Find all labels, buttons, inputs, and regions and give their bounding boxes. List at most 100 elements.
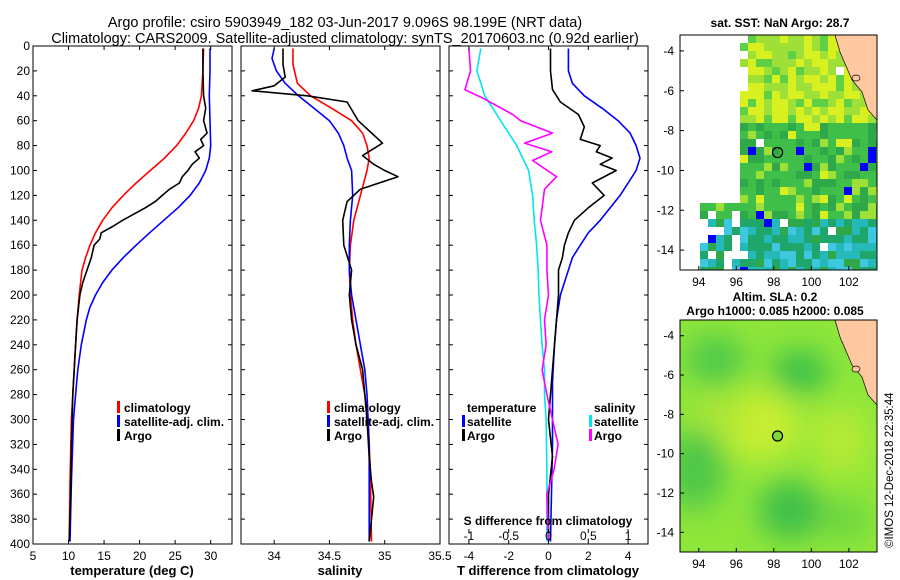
sst-cell xyxy=(780,227,788,235)
sst-cell xyxy=(748,147,756,155)
sst-cell xyxy=(804,67,812,75)
sst-cell xyxy=(852,131,860,139)
sst-cell xyxy=(788,163,796,171)
map-y-label: -6 xyxy=(663,368,674,382)
sst-cell xyxy=(780,59,788,67)
sst-cell xyxy=(740,211,748,219)
sst-cell xyxy=(868,267,876,270)
sst-cell xyxy=(812,59,820,67)
sst-cell xyxy=(756,83,764,91)
sst-cell xyxy=(868,259,876,267)
sst-cell xyxy=(836,139,844,147)
sst-cell xyxy=(844,83,852,91)
temperature-legend: climatology satellite-adj. clim. Argo xyxy=(117,401,224,443)
sst-cell xyxy=(804,83,812,91)
sst-cell xyxy=(756,259,764,267)
legend-satellite: satellite xyxy=(467,415,512,429)
sst-cell xyxy=(844,187,852,195)
sst-cell xyxy=(828,51,836,59)
map-y-label: -12 xyxy=(657,486,675,500)
legend-swatch-argo xyxy=(462,429,465,441)
depth-tick-label: 240 xyxy=(10,338,30,352)
sst-cell xyxy=(804,123,812,131)
sla-map-axes: 94 96 98 100 102 -4 -6 -8 -10 -12 -14 xyxy=(657,329,860,571)
sst-map-title: sat. SST: NaN Argo: 28.7 xyxy=(711,16,850,30)
salinity-plot-frame xyxy=(240,45,441,545)
sst-cell xyxy=(796,163,804,171)
sst-cell xyxy=(772,259,780,267)
sst-cell xyxy=(860,99,868,107)
sst-cell xyxy=(740,59,748,67)
sst-cell xyxy=(796,83,804,91)
sla-map-frame xyxy=(679,319,878,553)
x-tick-label: 35.5 xyxy=(428,549,452,563)
sst-cell xyxy=(780,107,788,115)
sst-cell xyxy=(788,227,796,235)
sst-cell xyxy=(780,147,788,155)
depth-tick-label: 200 xyxy=(10,288,30,302)
sst-cell xyxy=(812,235,820,243)
sst-cell xyxy=(788,147,796,155)
sst-cell xyxy=(748,155,756,163)
argo-position-marker xyxy=(771,430,784,442)
sst-cell xyxy=(860,107,868,115)
sst-cell xyxy=(852,171,860,179)
sst-cell xyxy=(820,43,828,51)
sst-cell xyxy=(852,115,860,123)
sst-cell xyxy=(764,203,772,211)
sst-cell xyxy=(860,139,868,147)
axis-ticks: 5 10 15 20 25 30 34 34.5 35 35.5 -4 -2 0 2 4 -1 -0.5 0 0.5… xyxy=(30,45,648,563)
sst-cell xyxy=(804,227,812,235)
sst-cell xyxy=(772,235,780,243)
sst-cell xyxy=(724,211,732,219)
series-satellite-salinity xyxy=(476,48,548,542)
sst-cell xyxy=(716,203,724,211)
sla-map-title: Altim. SLA: 0.2 xyxy=(733,290,818,304)
x-tick-label: -4 xyxy=(464,549,475,563)
depth-tick-label: 400 xyxy=(10,537,30,551)
sst-cell xyxy=(868,139,876,147)
sst-cell xyxy=(812,147,820,155)
sst-cell xyxy=(852,163,860,171)
sst-cell xyxy=(780,123,788,131)
sst-cell xyxy=(780,267,788,270)
sst-cell xyxy=(828,115,836,123)
sst-cell xyxy=(748,99,756,107)
sst-cell xyxy=(844,115,852,123)
sst-cell xyxy=(804,163,812,171)
sst-cell xyxy=(748,139,756,147)
sst-cell xyxy=(836,259,844,267)
sst-cell xyxy=(764,99,772,107)
sst-cell xyxy=(748,35,756,43)
sst-cell xyxy=(820,267,828,270)
sst-cell xyxy=(812,227,820,235)
sla-blob xyxy=(695,395,745,435)
salinity-xlabel: salinity xyxy=(318,563,364,578)
sst-cell xyxy=(868,155,876,163)
difference-legend-temperature: temperature satellite Argo xyxy=(462,401,537,443)
sst-cell xyxy=(772,267,780,270)
sst-cell xyxy=(868,131,876,139)
sst-cell xyxy=(820,227,828,235)
sst-cell xyxy=(764,187,772,195)
difference-series xyxy=(464,48,641,542)
sst-cell xyxy=(772,171,780,179)
sst-cell xyxy=(732,259,740,267)
legend-argo: Argo xyxy=(124,429,152,443)
sst-cell xyxy=(852,235,860,243)
sst-cell xyxy=(836,171,844,179)
legend-temperature: temperature xyxy=(467,401,537,415)
sst-cell xyxy=(828,267,836,270)
sst-cell xyxy=(764,123,772,131)
sst-cell xyxy=(740,251,748,259)
sst-cell xyxy=(796,235,804,243)
sst-cell xyxy=(772,211,780,219)
sst-cell xyxy=(828,259,836,267)
sst-cell xyxy=(852,155,860,163)
depth-tick-label: 60 xyxy=(17,114,31,128)
sst-cell xyxy=(868,179,876,187)
sst-cell xyxy=(828,187,836,195)
sst-cell xyxy=(836,59,844,67)
sst-cell xyxy=(844,235,852,243)
sst-cell xyxy=(772,155,780,163)
